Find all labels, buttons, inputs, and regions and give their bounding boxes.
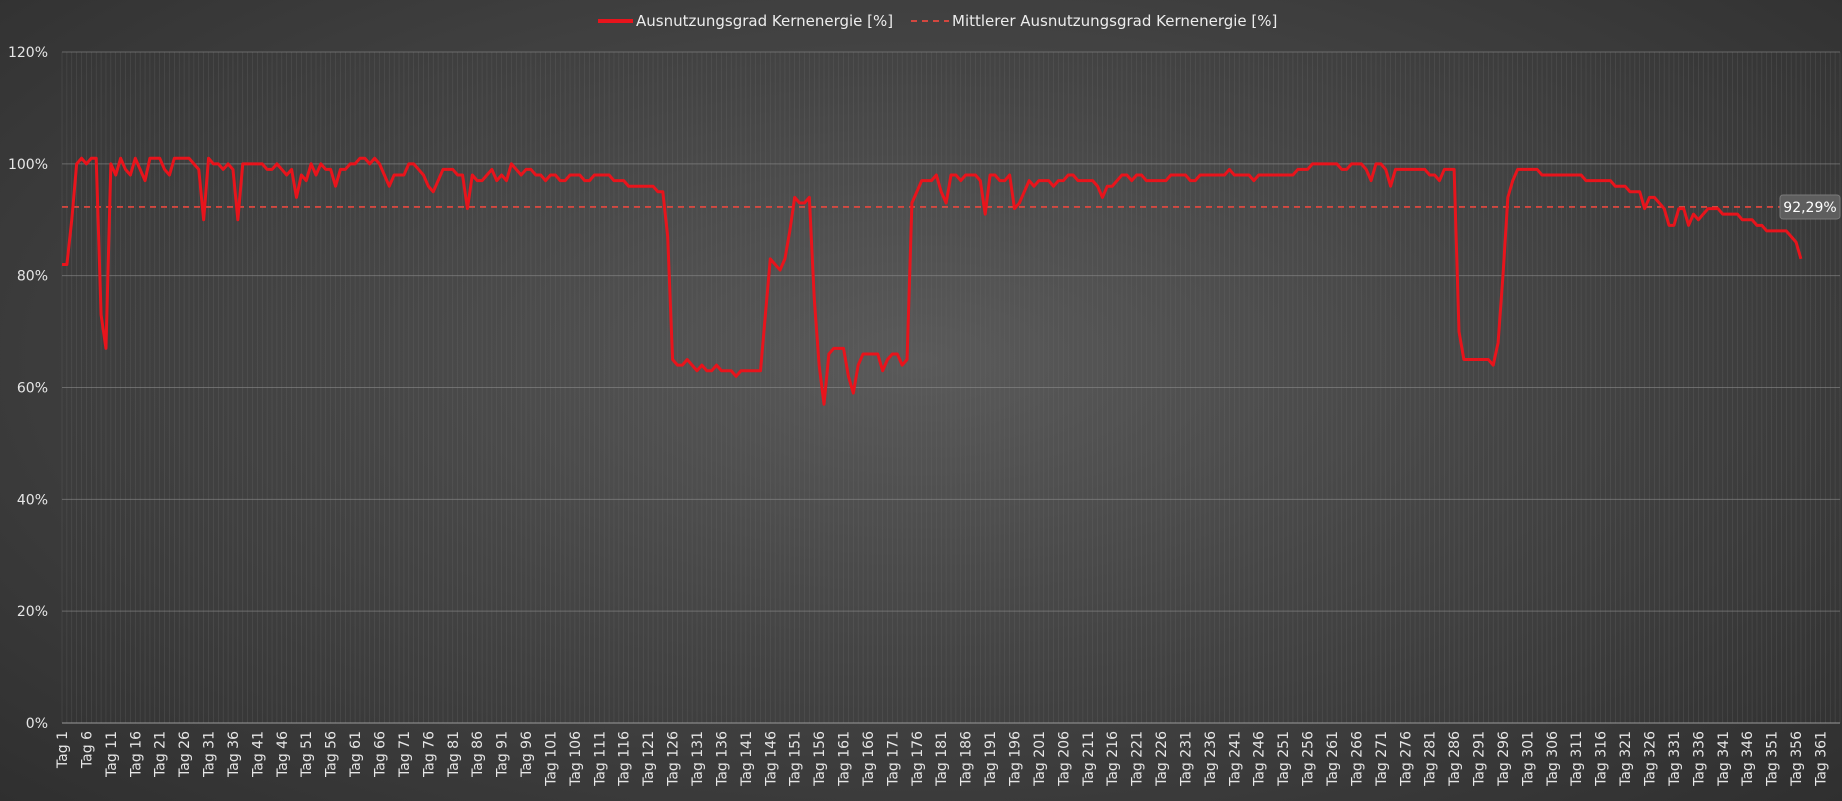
x-tick-label: Tag 111 <box>592 731 608 787</box>
y-tick-label: 20% <box>17 604 48 620</box>
x-tick-label: Tag 246 <box>1252 731 1268 787</box>
x-tick-label: Tag 36 <box>226 731 242 778</box>
x-tick-label: Tag 206 <box>1056 731 1072 787</box>
x-tick-label: Tag 211 <box>1081 731 1097 787</box>
x-tick-label: Tag 81 <box>446 731 462 778</box>
callout-box <box>1779 194 1841 220</box>
x-tick-label: Tag 141 <box>739 731 755 787</box>
x-axis-tick-labels: Tag 1 Tag 6 Tag 11 Tag 16 Tag 21 Tag 26 Tag 31… <box>55 731 1829 787</box>
x-tick-label: Tag 301 <box>1520 731 1536 787</box>
y-tick-label: 0% <box>26 716 48 732</box>
x-tick-label: Tag 21 <box>153 731 169 778</box>
x-tick-label: Tag 61 <box>348 731 364 778</box>
x-tick-label: Tag 121 <box>641 731 657 787</box>
y-tick-label: 80% <box>17 269 48 285</box>
x-tick-label: Tag 171 <box>885 731 901 787</box>
x-tick-label: Tag 91 <box>495 731 511 778</box>
x-tick-label: Tag 16 <box>128 731 144 778</box>
x-tick-label: Tag 116 <box>617 731 633 787</box>
y-tick-label: 120% <box>8 45 48 61</box>
x-tick-label: Tag 271 <box>1374 731 1390 787</box>
x-tick-label: Tag 296 <box>1496 731 1512 787</box>
x-tick-label: Tag 146 <box>763 731 779 787</box>
x-tick-label: Tag 316 <box>1594 731 1610 787</box>
x-tick-label: Tag 311 <box>1569 731 1585 787</box>
x-tick-label: Tag 281 <box>1423 731 1439 787</box>
x-tick-label: Tag 186 <box>959 731 975 787</box>
x-tick-label: Tag 106 <box>568 731 584 787</box>
x-tick-label: Tag 86 <box>470 731 486 778</box>
x-tick-label: Tag 326 <box>1643 731 1659 787</box>
x-tick-label: Tag 361 <box>1813 731 1829 787</box>
x-tick-label: Tag 291 <box>1472 731 1488 787</box>
x-tick-label: Tag 101 <box>543 731 559 787</box>
x-tick-label: Tag 11 <box>104 731 120 778</box>
x-tick-label: Tag 56 <box>324 731 340 778</box>
x-tick-label: Tag 46 <box>275 731 291 778</box>
legend-entry-mittlerer: Mittlerer Ausnutzungsgrad Kernenergie [%… <box>952 12 1277 30</box>
x-tick-label: Tag 216 <box>1105 731 1121 787</box>
x-tick-label: Tag 346 <box>1740 731 1756 787</box>
x-tick-label: Tag 51 <box>299 731 315 778</box>
y-tick-label: 40% <box>17 492 48 508</box>
y-tick-label: 100% <box>8 157 48 173</box>
x-tick-label: Tag 321 <box>1618 731 1634 787</box>
legend: Ausnutzungsgrad Kernenergie [%] Mittlere… <box>598 12 1277 30</box>
y-tick-label: 60% <box>17 381 48 397</box>
callout-label: 92,29% <box>1783 200 1836 216</box>
x-tick-label: Tag 31 <box>202 731 218 778</box>
x-tick-label: Tag 41 <box>250 731 266 778</box>
x-tick-label: Tag 266 <box>1349 731 1365 787</box>
x-tick-label: Tag 331 <box>1667 731 1683 787</box>
x-tick-label: Tag 261 <box>1325 731 1341 787</box>
x-tick-label: Tag 241 <box>1227 731 1243 787</box>
x-tick-label: Tag 156 <box>812 731 828 787</box>
legend-entry-ausnutzungsgrad: Ausnutzungsgrad Kernenergie [%] <box>636 12 893 30</box>
x-tick-label: Tag 96 <box>519 731 535 778</box>
x-tick-label: Tag 226 <box>1154 731 1170 787</box>
x-tick-label: Tag 306 <box>1545 731 1561 787</box>
x-tick-label: Tag 201 <box>1032 731 1048 787</box>
x-tick-label: Tag 1 <box>55 731 71 769</box>
x-tick-label: Tag 231 <box>1178 731 1194 787</box>
x-tick-label: Tag 166 <box>861 731 877 787</box>
x-tick-label: Tag 6 <box>79 731 95 769</box>
x-tick-label: Tag 351 <box>1765 731 1781 787</box>
x-tick-label: Tag 131 <box>690 731 706 787</box>
y-axis-tick-labels: 0% 20% 40% 60% 80% 100% 120% <box>8 45 48 732</box>
x-tick-label: Tag 196 <box>1008 731 1024 787</box>
series-ausnutzungsgrad-line <box>62 156 1803 406</box>
x-tick-label: Tag 191 <box>983 731 999 787</box>
x-tick-label: Tag 76 <box>421 731 437 778</box>
x-tick-label: Tag 126 <box>666 731 682 787</box>
x-tick-label: Tag 66 <box>373 731 389 778</box>
x-tick-label: Tag 356 <box>1789 731 1805 787</box>
x-tick-label: Tag 221 <box>1130 731 1146 787</box>
x-tick-label: Tag 276 <box>1398 731 1414 787</box>
x-tick-label: Tag 286 <box>1447 731 1463 787</box>
x-tick-label: Tag 151 <box>788 731 804 787</box>
x-tick-label: Tag 336 <box>1691 731 1707 787</box>
x-tick-label: Tag 71 <box>397 731 413 778</box>
x-tick-label: Tag 251 <box>1276 731 1292 787</box>
x-tick-label: Tag 181 <box>934 731 950 787</box>
x-tick-label: Tag 256 <box>1301 731 1317 787</box>
x-tick-label: Tag 341 <box>1716 731 1732 787</box>
x-tick-label: Tag 176 <box>910 731 926 787</box>
x-tick-label: Tag 26 <box>177 731 193 778</box>
x-tick-label: Tag 236 <box>1203 731 1219 787</box>
x-tick-label: Tag 161 <box>837 731 853 787</box>
x-tick-label: Tag 136 <box>714 731 730 787</box>
mean-value-callout: 92,29% <box>1779 194 1841 220</box>
